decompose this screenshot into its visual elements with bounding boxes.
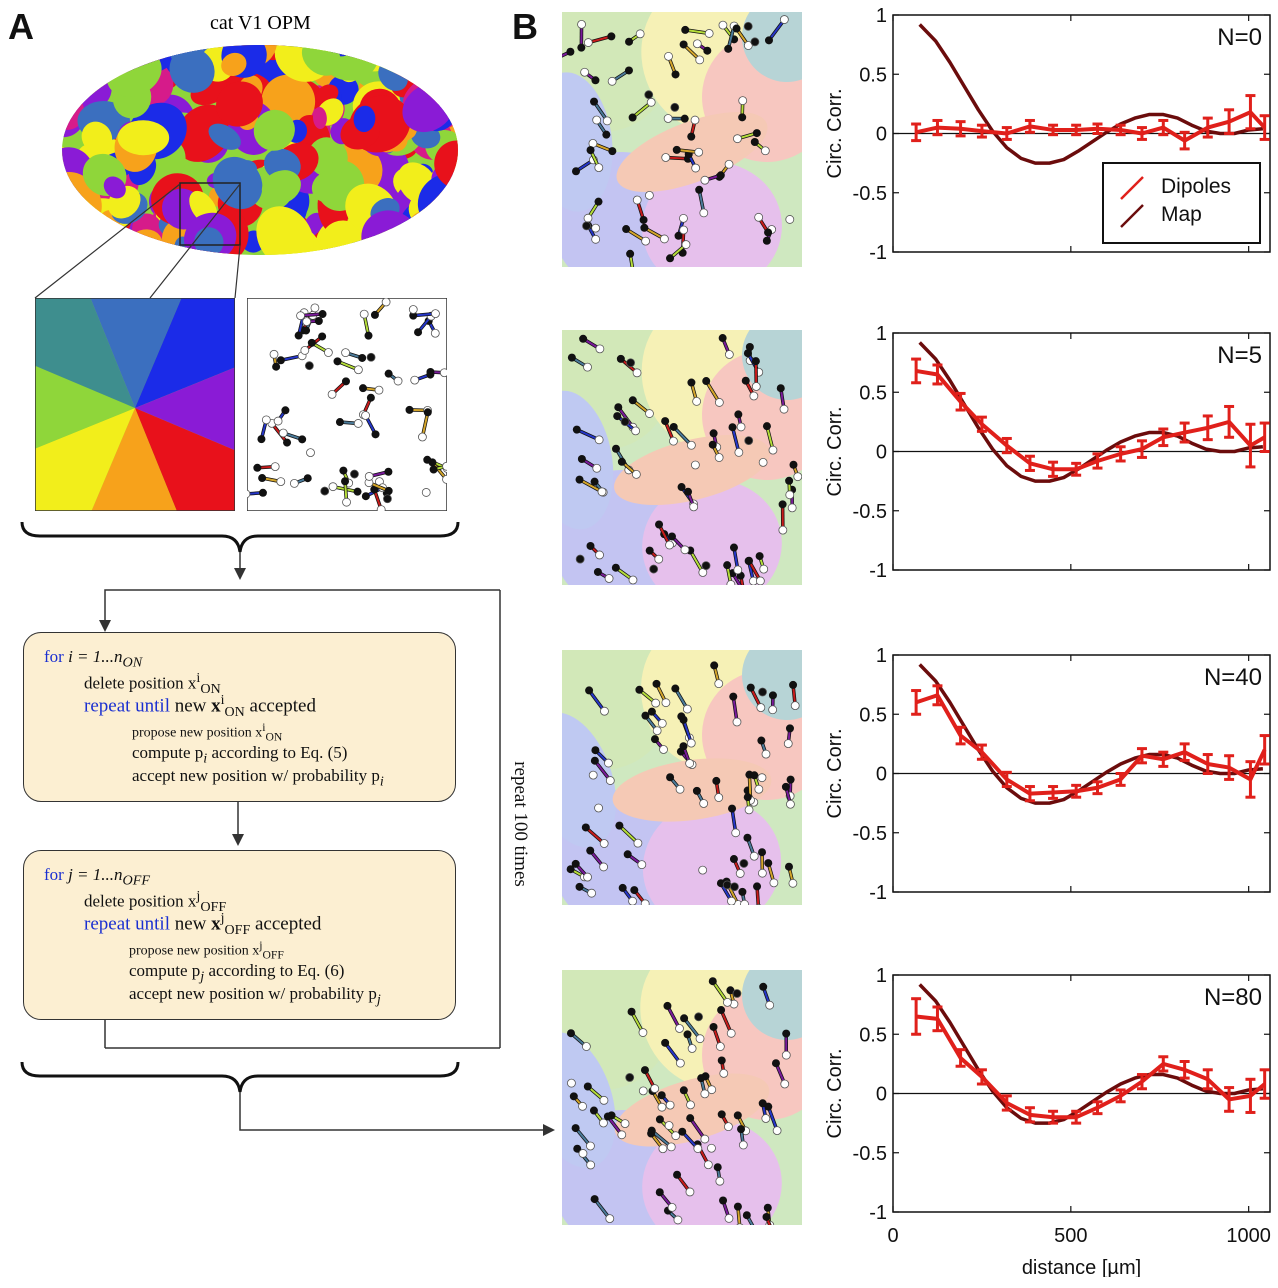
zoom-lines bbox=[34, 183, 241, 299]
panel-n-label: N=40 bbox=[1204, 664, 1262, 691]
on-propose-line: propose new position xiON bbox=[132, 721, 283, 744]
off-repeat-line: repeat until new xjOFF accepted bbox=[84, 911, 322, 939]
y-tick-label: -1 bbox=[869, 242, 887, 264]
dipole-map-n80 bbox=[562, 970, 802, 1225]
y-tick-label: 0.5 bbox=[859, 704, 887, 726]
panel-b-letter: B bbox=[512, 6, 538, 47]
y-tick-label: -0.5 bbox=[853, 1143, 887, 1165]
y-tick-label: 0 bbox=[876, 124, 887, 146]
y-tick-label: 1 bbox=[876, 645, 887, 667]
on-delete-line: delete position xiON bbox=[84, 670, 221, 698]
y-axis-label: Circ. Corr. bbox=[824, 89, 846, 179]
cat-opm-map bbox=[62, 45, 458, 255]
y-tick-label: 0.5 bbox=[859, 382, 887, 404]
x-axis-label: distance [µm] bbox=[1022, 1257, 1141, 1277]
series-map-line bbox=[918, 341, 1264, 483]
zoomed-opm-patch bbox=[35, 298, 235, 511]
correlation-chart-2: 1 0.5 0 -0.5 -1 Circ. Corr. N=40 bbox=[824, 645, 1271, 904]
y-tick-label: 1 bbox=[876, 323, 887, 345]
off-for-line: for j = 1...nOFF bbox=[44, 865, 151, 889]
y-tick-label: -1 bbox=[869, 1202, 887, 1224]
y-tick-label: -0.5 bbox=[853, 823, 887, 845]
x-tick-label: 500 bbox=[1054, 1225, 1087, 1247]
panel-n-label: N=80 bbox=[1204, 984, 1262, 1011]
series-dipoles-line bbox=[915, 693, 1267, 796]
on-for-line: for i = 1...nON bbox=[44, 647, 143, 671]
off-compute-line: compute pj according to Eq. (6) bbox=[129, 961, 345, 985]
panel-n-label: N=5 bbox=[1217, 342, 1262, 369]
flow-diagram bbox=[20, 521, 555, 1136]
legend-swatch bbox=[1120, 176, 1144, 200]
correlation-chart-0: 1 0.5 0 -0.5 -1 Circ. Corr. N=0 Dipoles Map bbox=[824, 5, 1271, 264]
y-tick-label: 0 bbox=[876, 442, 887, 464]
y-axis-label: Circ. Corr. bbox=[824, 1049, 846, 1139]
legend-label: Dipoles bbox=[1161, 175, 1231, 198]
x-tick-label: 0 bbox=[887, 1225, 898, 1247]
dipole-map-n5 bbox=[562, 330, 802, 585]
on-accept-line: accept new position w/ probability pi bbox=[132, 766, 384, 790]
off-propose-line: propose new position xjOFF bbox=[129, 939, 284, 962]
legend-box bbox=[1102, 162, 1261, 244]
y-tick-label: 0.5 bbox=[859, 1024, 887, 1046]
correlation-chart-1: 1 0.5 0 -0.5 -1 Circ. Corr. N=5 bbox=[824, 323, 1271, 582]
y-tick-label: 1 bbox=[876, 965, 887, 987]
dipole-map-n40 bbox=[562, 650, 802, 905]
repeat-loop-label: repeat 100 times bbox=[510, 761, 531, 887]
off-accept-line: accept new position w/ probability pj bbox=[129, 984, 381, 1008]
off-update-block: for j = 1...nOFF delete position xjOFF r… bbox=[23, 850, 456, 1020]
y-tick-label: -1 bbox=[869, 560, 887, 582]
series-map-line bbox=[918, 23, 1264, 165]
zoomed-dipole-pattern bbox=[247, 298, 447, 511]
y-tick-label: -0.5 bbox=[853, 501, 887, 523]
dipole-map-n0 bbox=[562, 12, 802, 267]
y-tick-label: 1 bbox=[876, 5, 887, 27]
panel-a-letter: A bbox=[8, 6, 34, 47]
x-tick-label: 1000 bbox=[1226, 1225, 1271, 1247]
opm-title: cat V1 OPM bbox=[210, 12, 311, 34]
on-update-block: for i = 1...nON delete position xiON rep… bbox=[23, 632, 456, 802]
on-repeat-line: repeat until new xiON accepted bbox=[84, 693, 316, 721]
series-dipoles-line bbox=[915, 368, 1266, 472]
on-compute-line: compute pi according to Eq. (5) bbox=[132, 743, 348, 767]
legend-swatch bbox=[1120, 204, 1144, 228]
y-tick-label: -0.5 bbox=[853, 183, 887, 205]
y-tick-label: 0 bbox=[876, 1084, 887, 1106]
y-tick-label: 0 bbox=[876, 764, 887, 786]
off-delete-line: delete position xjOFF bbox=[84, 888, 227, 916]
panel-n-label: N=0 bbox=[1217, 24, 1262, 51]
y-axis-label: Circ. Corr. bbox=[824, 729, 846, 819]
y-tick-label: 0.5 bbox=[859, 64, 887, 86]
y-axis-label: Circ. Corr. bbox=[824, 407, 846, 497]
y-tick-label: -1 bbox=[869, 882, 887, 904]
legend-label: Map bbox=[1161, 203, 1202, 226]
